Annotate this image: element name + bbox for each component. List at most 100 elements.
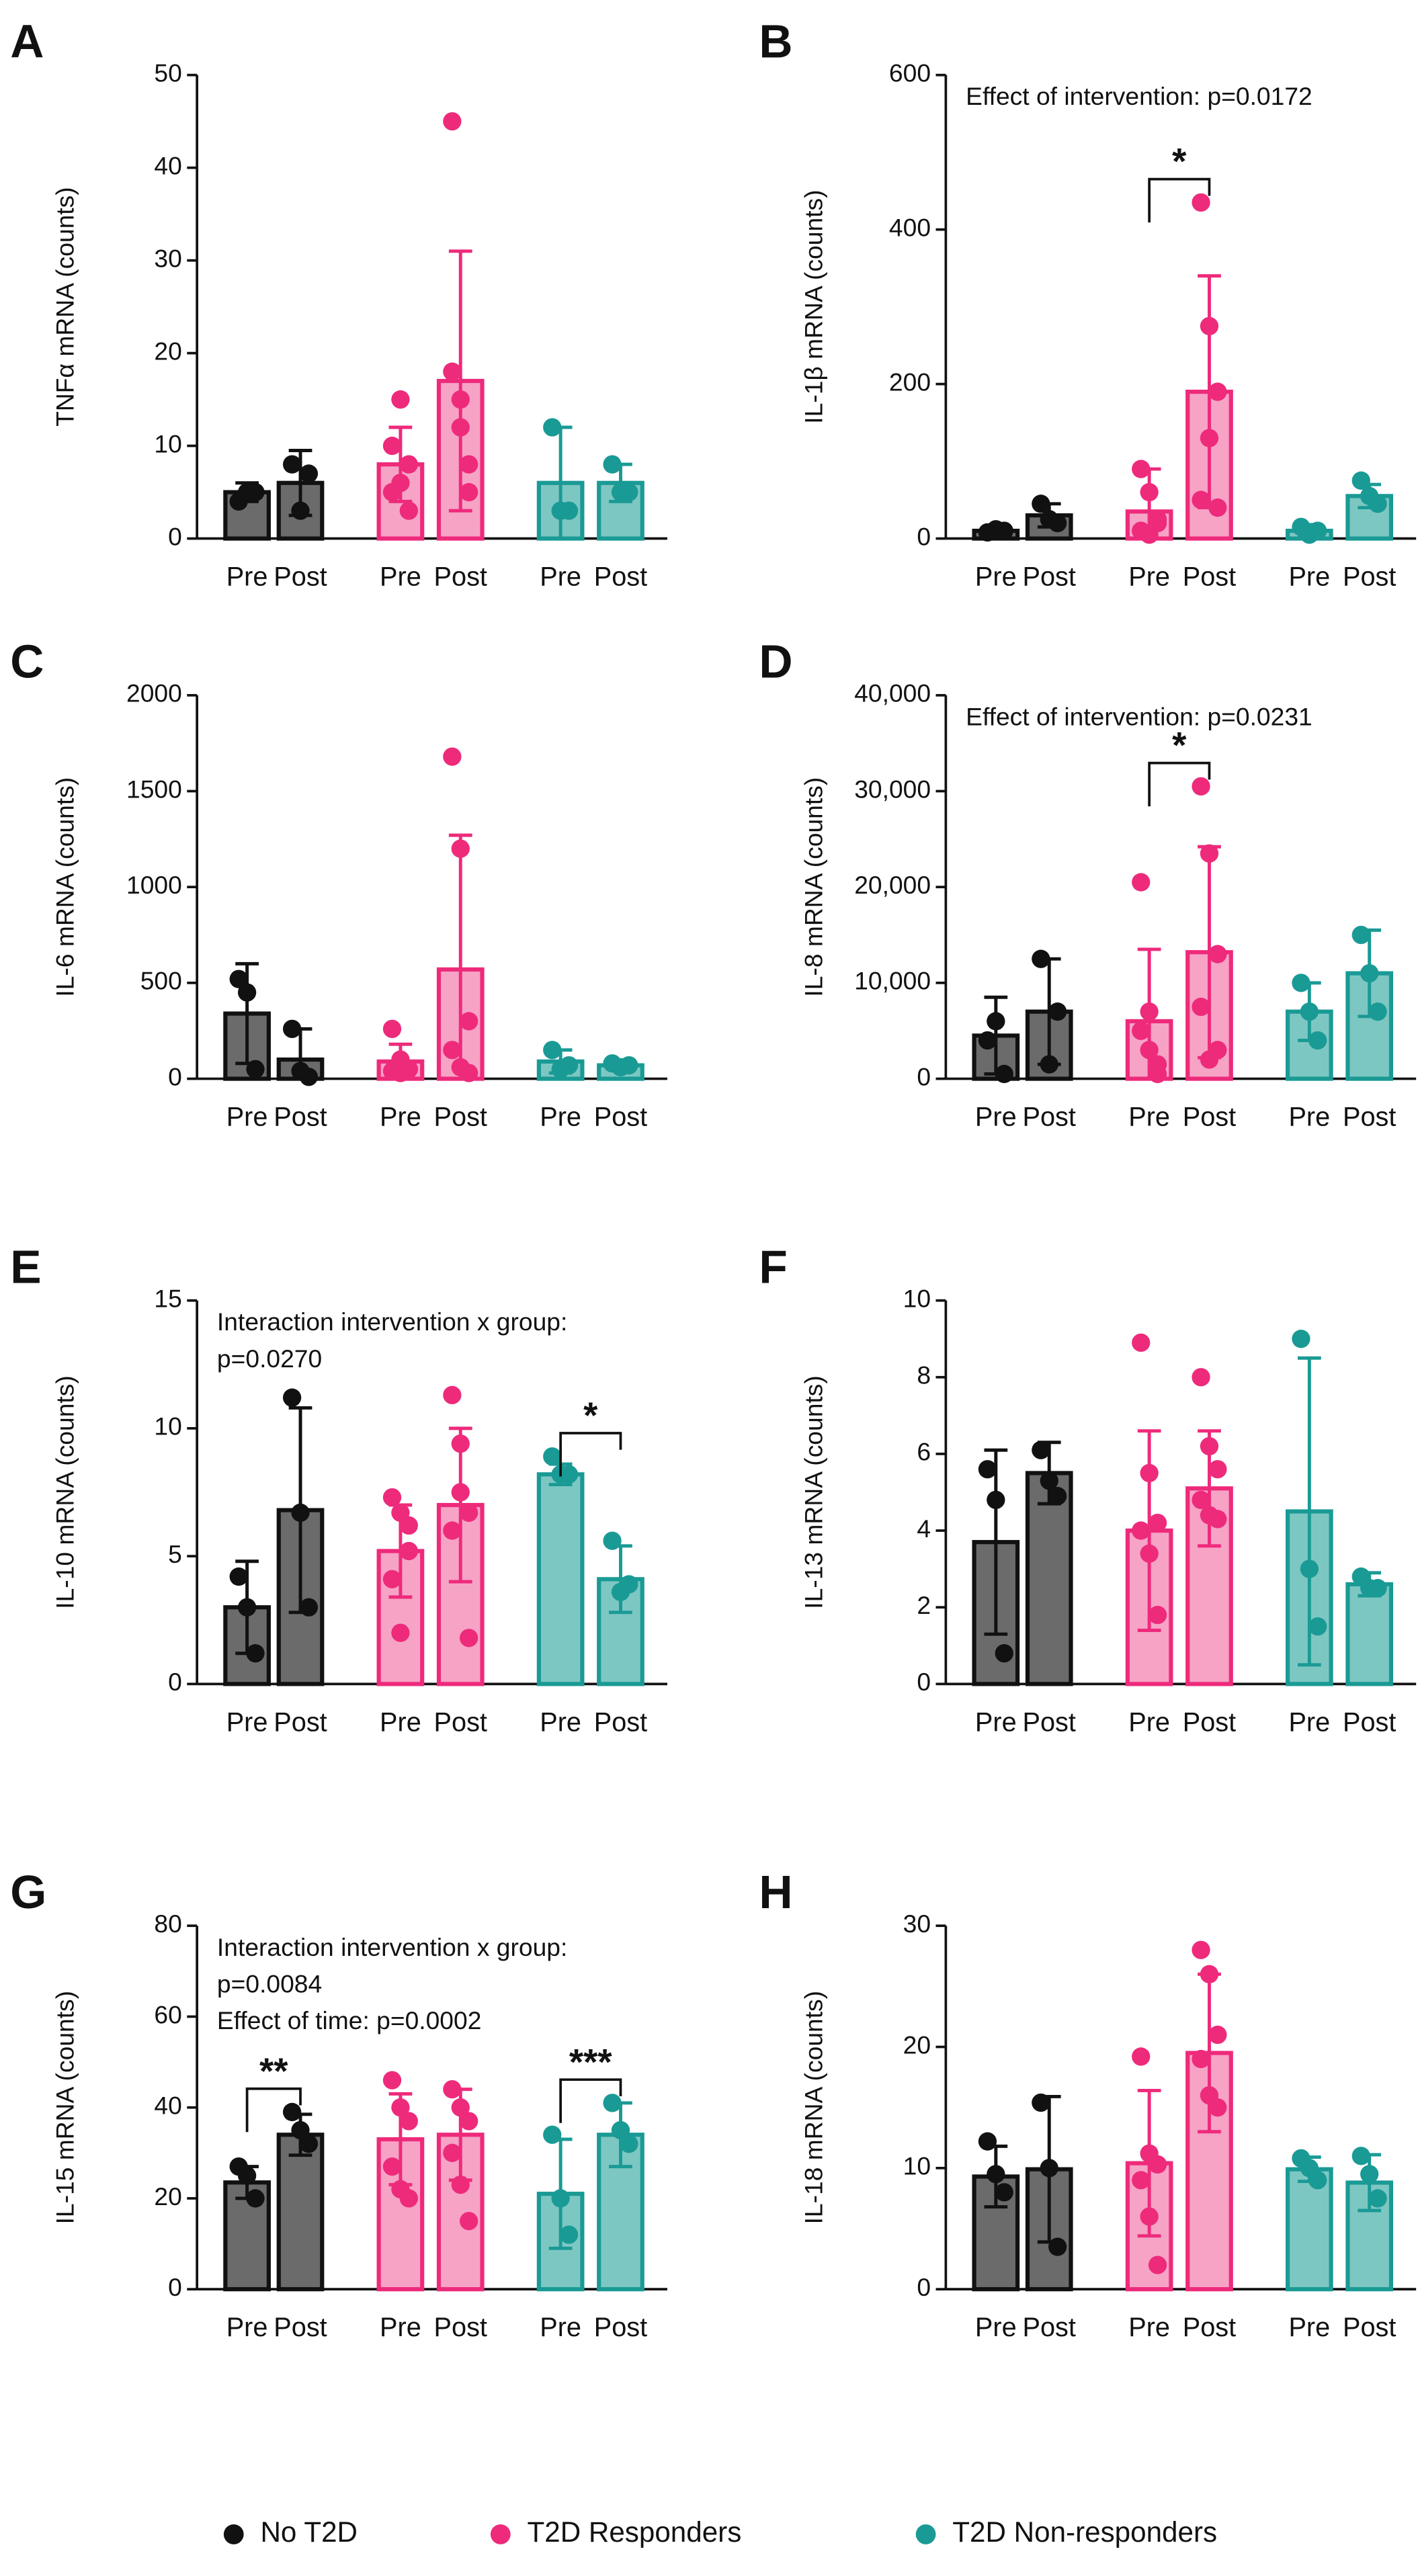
y-axis-label: IL-10 mRNA (counts) <box>50 1375 79 1608</box>
significance-bracket <box>245 2087 302 2133</box>
panel-letter: H <box>759 1866 792 1918</box>
data-point <box>282 2102 302 2122</box>
data-point <box>1132 460 1151 478</box>
data-point <box>382 1019 402 1039</box>
data-point <box>1132 2047 1151 2066</box>
data-point <box>246 1644 265 1663</box>
legend-marker <box>223 2524 244 2544</box>
annotation: p=0.0270 <box>217 1344 322 1373</box>
data-point <box>1148 2155 1167 2174</box>
data-point <box>229 970 248 988</box>
data-point <box>1360 2165 1379 2184</box>
panel-D: D IL-8 mRNA (counts) 0 10,000 20,000 30,000 40… <box>759 635 1417 1132</box>
data-point <box>443 2079 462 2099</box>
y-tick-label: 5 <box>168 1540 182 1568</box>
data-point <box>543 2125 562 2144</box>
data-point <box>1200 316 1219 335</box>
data-point <box>1308 521 1327 540</box>
error-bar <box>1297 1356 1321 1667</box>
x-tick-label: Post <box>594 1103 647 1132</box>
data-point <box>299 1068 319 1086</box>
data-point <box>282 455 302 474</box>
data-point <box>1200 1436 1219 1456</box>
data-point <box>460 2112 478 2131</box>
x-tick-label: Post <box>594 1707 647 1737</box>
x-tick-label: Post <box>1023 1707 1076 1737</box>
data-point <box>987 1490 1005 1510</box>
data-point <box>620 1056 638 1075</box>
y-tick-label: 1500 <box>126 775 182 803</box>
y-tick-label: 40 <box>154 151 181 179</box>
data-point <box>1192 193 1210 212</box>
panel-letter: B <box>759 15 792 67</box>
data-point <box>1148 2256 1167 2274</box>
significance-bracket <box>559 1432 622 1477</box>
x-tick-label: Pre <box>1288 562 1330 592</box>
y-tick-label: 4 <box>917 1514 931 1543</box>
data-point <box>987 1012 1005 1031</box>
data-point <box>291 2120 310 2140</box>
x-tick-label: Pre <box>1288 1707 1330 1737</box>
data-point <box>1032 2093 1050 2112</box>
data-point <box>382 2071 402 2090</box>
panel-letter: F <box>759 1240 787 1293</box>
x-tick-label: Pre <box>540 1707 581 1737</box>
legend-marker <box>490 2524 511 2544</box>
data-point <box>1132 1333 1151 1353</box>
data-point <box>1132 1521 1151 1540</box>
data-point <box>559 1056 579 1075</box>
data-point <box>443 362 462 381</box>
y-tick-label: 10 <box>903 1284 931 1312</box>
data-point <box>1368 1002 1387 1021</box>
y-axis-label: IL-1β mRNA (counts) <box>800 190 828 424</box>
data-point <box>460 482 478 502</box>
data-point <box>1208 2025 1227 2045</box>
y-tick-label: 40,000 <box>854 679 931 707</box>
x-tick-label: Pre <box>540 2313 581 2342</box>
data-point <box>543 1041 562 1060</box>
x-tick-label: Pre <box>540 562 581 592</box>
significance-bracket <box>1148 761 1211 807</box>
data-point <box>1360 963 1379 983</box>
data-point <box>978 1031 997 1050</box>
y-tick-label: 10,000 <box>854 967 931 995</box>
x-tick-label: Pre <box>1128 2313 1170 2342</box>
significance-label: *** <box>569 2041 612 2082</box>
data-point <box>460 455 478 474</box>
data-point <box>1200 844 1219 863</box>
data-point <box>1300 1559 1319 1578</box>
data-point <box>1048 1002 1067 1021</box>
data-point <box>460 1629 478 1647</box>
data-point <box>391 2098 410 2117</box>
data-point <box>1308 1617 1327 1636</box>
x-tick-label: Post <box>274 1103 327 1132</box>
data-point <box>1048 2237 1067 2256</box>
y-tick-label: 30 <box>154 244 181 272</box>
data-point <box>1208 1041 1227 1060</box>
significance-bracket <box>559 2078 622 2123</box>
data-point <box>282 1019 302 1039</box>
y-tick-label: 10 <box>903 2152 931 2180</box>
data-point <box>603 455 622 474</box>
x-tick-label: Pre <box>380 562 421 592</box>
data-point <box>399 1541 418 1561</box>
data-point <box>551 2189 570 2208</box>
data-point <box>237 2166 257 2185</box>
data-point <box>1308 2171 1327 2190</box>
data-point <box>1368 2189 1387 2208</box>
data-point <box>1208 382 1227 401</box>
bar <box>276 2133 325 2292</box>
data-point <box>995 2183 1013 2202</box>
x-tick-label: Post <box>434 1103 487 1132</box>
annotation: Interaction intervention x group: <box>217 1307 567 1336</box>
x-tick-label: Post <box>1023 2313 1076 2342</box>
data-point <box>1148 1514 1167 1533</box>
annotation: Effect of intervention: p=0.0172 <box>966 82 1312 110</box>
data-point <box>291 1503 310 1522</box>
data-point <box>1032 949 1050 968</box>
data-point <box>978 1460 997 1479</box>
data-point <box>391 1623 410 1642</box>
